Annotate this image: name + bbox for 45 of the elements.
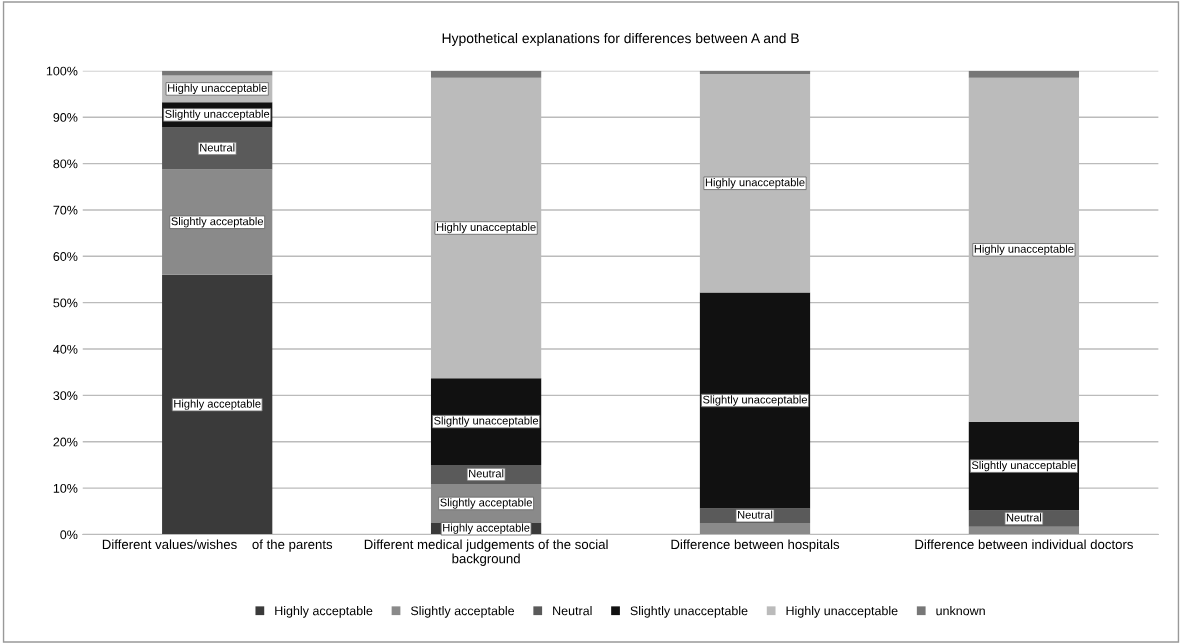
data-label: Highly unacceptable [436,222,536,234]
legend-label: Neutral [553,606,592,616]
y-tick-label: 20% [53,437,78,447]
y-tick-label: 100% [46,66,78,76]
x-tick-label: Different medical judgements of the social background [364,539,608,566]
x-tick-label: Different values/wishes of the parents [102,539,333,552]
chart-title: Hypothetical explanations for differences between A and B [442,33,799,46]
y-tick-label: 40% [53,344,78,354]
data-label: Slightly unacceptable [971,460,1076,472]
y-tick-label: 50% [53,298,78,308]
legend-label: Highly unacceptable [786,606,898,618]
data-label: Slightly unacceptable [703,395,808,406]
x-tick-label: Difference between individual doctors [915,539,1133,550]
data-label: Highly acceptable [174,399,261,410]
legend-label: unknown [936,606,985,616]
y-tick-label: 30% [53,391,78,401]
data-label: Slightly acceptable [440,498,532,509]
y-tick-label: 80% [53,159,78,169]
data-label: Neutral [200,143,235,152]
legend-label: Slightly unacceptable [630,606,748,618]
data-label: Neutral [738,510,773,519]
bar [162,127,273,170]
data-label: Slightly unacceptable [434,416,539,427]
bar [430,70,542,78]
bar [699,70,811,75]
bar [699,522,811,535]
data-label: Slightly unacceptable [165,109,270,121]
y-tick-label: 0% [60,530,78,540]
data-label: Neutral [469,469,504,478]
bar [699,292,811,509]
data-label: Highly unacceptable [705,178,805,189]
bar [162,274,273,535]
data-label: Neutral [1006,513,1042,522]
y-tick-label: 90% [53,113,78,122]
bar [968,70,1080,78]
data-label: Highly unacceptable [974,244,1074,255]
data-label: Highly acceptable [443,523,530,534]
legend-label: Highly acceptable [275,606,373,618]
x-tick-label: Difference between hospitals [671,539,840,552]
y-tick-label: 10% [53,483,78,493]
legend-label: Slightly acceptable [410,606,515,618]
data-label: Highly unacceptable [168,83,267,95]
y-tick-label: 70% [53,205,78,215]
data-label: Slightly acceptable [171,217,264,228]
y-tick-label: 60% [53,252,78,261]
